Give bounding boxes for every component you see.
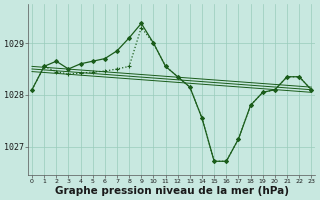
X-axis label: Graphe pression niveau de la mer (hPa): Graphe pression niveau de la mer (hPa) bbox=[55, 186, 289, 196]
